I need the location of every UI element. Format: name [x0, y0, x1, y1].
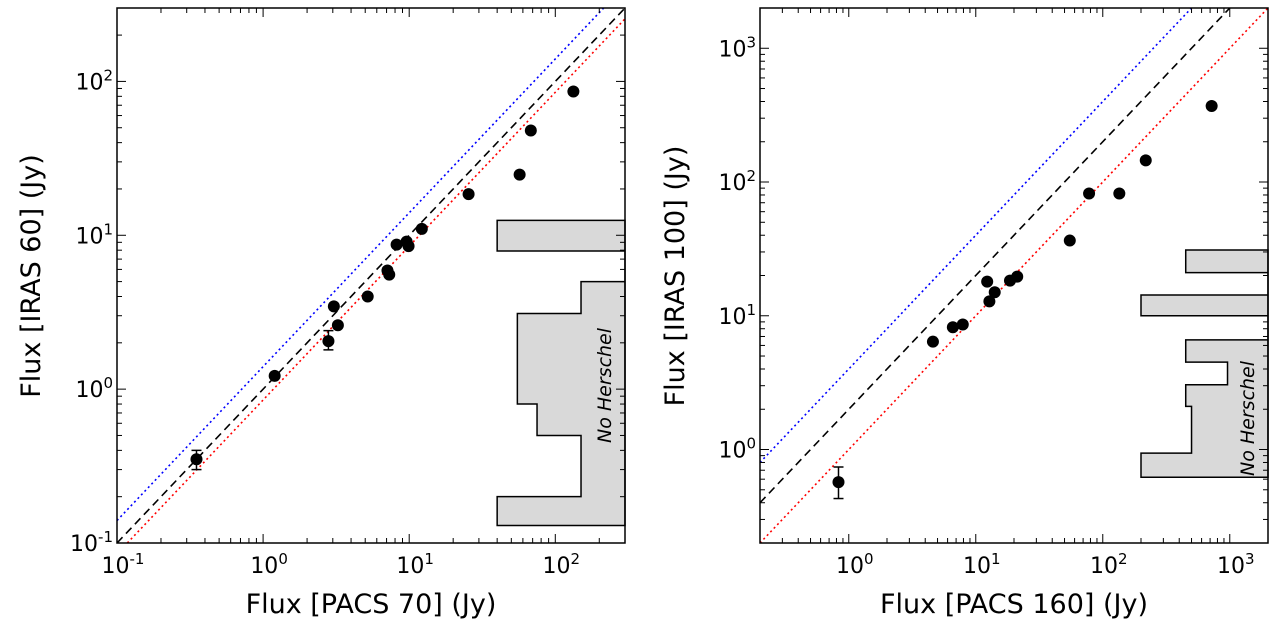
data-point [383, 268, 396, 281]
panel-left: 10-1 100 101 102 10-1 100 101 102 No Herschel F… [16, 7, 626, 620]
data-point [981, 275, 994, 288]
data-point [513, 168, 526, 181]
y-tick-label: 102 [75, 66, 113, 95]
data-point [415, 222, 428, 235]
plot-frame-right [759, 7, 1269, 544]
panel-right: 100 101 102 103 100 101 102 103 No Herschel Flu… [660, 7, 1269, 620]
plot-frame-left [116, 7, 626, 544]
data-point [1083, 187, 1096, 200]
x-axis-label-left: Flux [PACS 70] (Jy) [246, 589, 497, 620]
data-point [331, 319, 344, 332]
data-point [390, 238, 403, 251]
black-dashed-line [760, 8, 1231, 504]
x-axis-label-right: Flux [PACS 160] (Jy) [880, 589, 1148, 620]
data-point [361, 290, 374, 303]
y-tick-label: 10-1 [70, 528, 113, 557]
data-point [946, 321, 959, 334]
reference-lines-left [117, 8, 625, 543]
data-point [567, 85, 580, 98]
data-point [1113, 187, 1126, 200]
data-point [832, 476, 845, 489]
data-point [1139, 154, 1152, 167]
y-tick-label: 100 [75, 374, 113, 403]
data-point [322, 335, 335, 348]
histogram-right [1140, 249, 1269, 479]
data-point [524, 124, 537, 137]
histogram-left [496, 219, 626, 527]
x-tick-label: 101 [396, 550, 434, 579]
data-points-right [832, 100, 1218, 500]
black-dashed-line [117, 8, 625, 543]
y-tick-label: 101 [75, 220, 113, 249]
annotation-no-herschel-right: No Herschel [1237, 360, 1259, 476]
data-point [983, 295, 996, 308]
x-tick-label: 103 [1217, 550, 1255, 579]
data-point [462, 188, 475, 201]
y-tick-label: 102 [718, 167, 756, 196]
reference-lines-right [760, 8, 1268, 543]
histogram-no-herschel [496, 219, 626, 527]
x-tick-label: 10-1 [102, 550, 145, 579]
y-axis-label-right: Flux [IRAS 100] (Jy) [660, 146, 691, 407]
data-point [988, 286, 1001, 299]
x-tick-label: 101 [963, 550, 1001, 579]
x-tick-label: 102 [543, 550, 581, 579]
x-tick-label: 102 [1090, 550, 1128, 579]
histogram-no-herschel [1140, 249, 1269, 479]
data-point [926, 335, 939, 348]
tick-labels-right: 100 101 102 103 100 101 102 103 [718, 33, 1254, 579]
y-tick-label: 100 [718, 435, 756, 464]
data-point [327, 300, 340, 313]
tick-labels-left: 10-1 100 101 102 10-1 100 101 102 [70, 66, 580, 579]
annotation-no-herschel-left: No Herschel [594, 327, 616, 443]
data-point [402, 240, 415, 253]
data-point [1205, 100, 1218, 113]
data-point [190, 453, 203, 466]
x-tick-label: 100 [836, 550, 874, 579]
y-axis-label-left: Flux [IRAS 60] (Jy) [16, 154, 47, 398]
data-point [268, 369, 281, 382]
data-points-left [190, 85, 580, 471]
y-tick-label: 103 [718, 33, 756, 62]
y-tick-label: 101 [718, 301, 756, 330]
x-tick-label: 100 [250, 550, 288, 579]
data-point [956, 318, 969, 331]
data-point [1063, 234, 1076, 247]
data-point [1011, 270, 1024, 283]
